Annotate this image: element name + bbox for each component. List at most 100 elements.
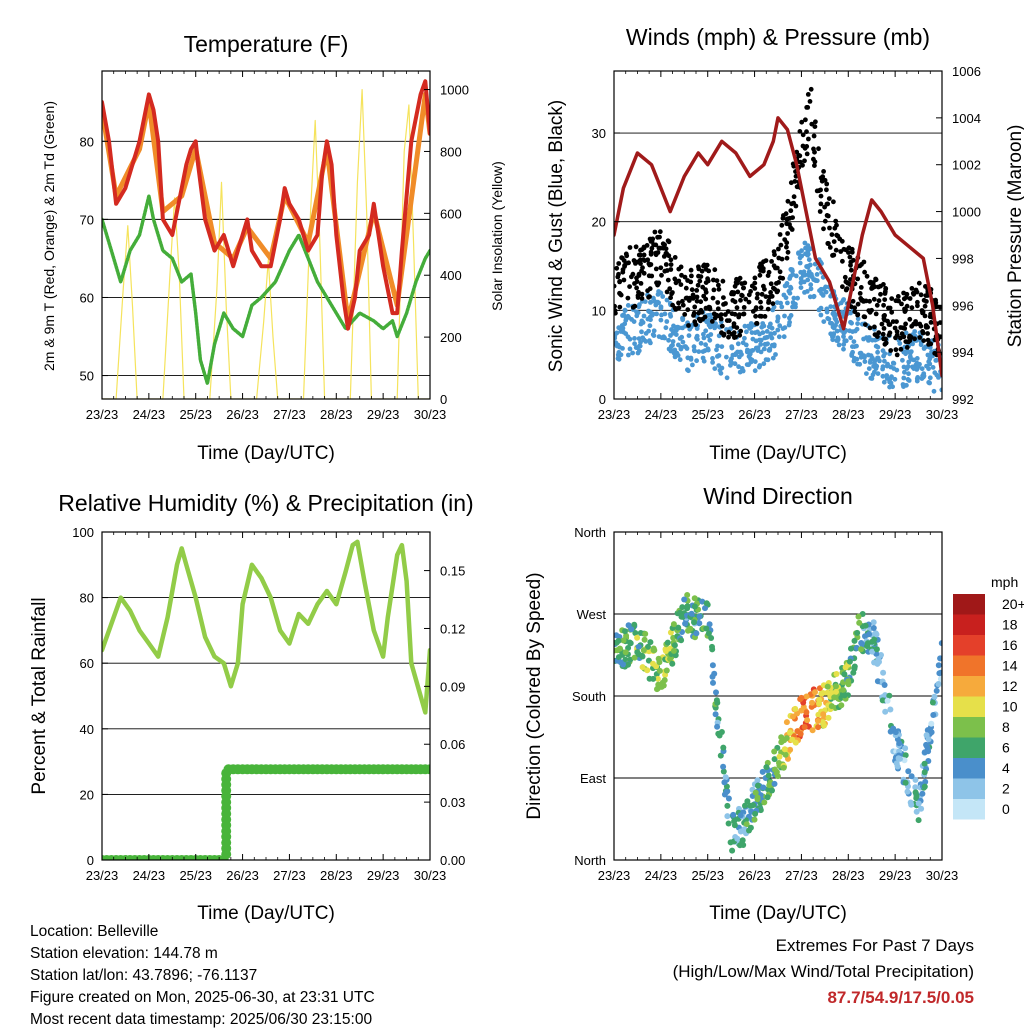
wind-point [783, 295, 789, 301]
wind-point [770, 307, 776, 313]
wind-point [759, 324, 765, 330]
wind-point [752, 368, 758, 374]
gust-point [639, 291, 645, 297]
gust-point [711, 277, 716, 283]
direction-point [928, 729, 935, 736]
humidity-x-tick-label: 29/23 [367, 868, 400, 883]
gust-point [876, 284, 881, 290]
wind-point [866, 366, 872, 371]
gust-point [662, 242, 667, 248]
direction-point [902, 779, 909, 786]
direction-point [859, 641, 866, 648]
gust-point [731, 321, 737, 327]
gust-point [630, 271, 636, 277]
gust-point [928, 341, 934, 347]
direction-point [845, 678, 852, 685]
gust-point [758, 305, 764, 311]
gust-point [657, 229, 663, 235]
gust-point [791, 194, 797, 200]
gust-point [779, 256, 785, 262]
humidity-y2-tick-label: 0.03 [440, 795, 465, 810]
legend-swatch [953, 655, 985, 676]
wind-point [802, 290, 807, 295]
direction-point [720, 768, 727, 775]
gust-point [673, 307, 679, 312]
gust-point [785, 249, 791, 255]
gust-point [712, 315, 718, 321]
direction-point [764, 794, 771, 801]
wind-point [637, 302, 642, 308]
direction-point [809, 699, 815, 706]
winds-x-tick-label: 25/23 [691, 407, 724, 422]
gust-point [881, 313, 887, 319]
wind-point [882, 358, 887, 364]
gust-point [706, 304, 712, 310]
wind-point [622, 307, 628, 313]
gust-point [894, 329, 900, 334]
legend-swatch [953, 696, 985, 717]
wind-point [638, 321, 644, 327]
gust-point [921, 338, 927, 343]
wind-point [897, 341, 903, 346]
wind-point [881, 379, 887, 385]
gust-point [754, 321, 760, 326]
temperature-ylabel-right: Solar Insolation (Yellow) [489, 161, 505, 311]
gust-point [635, 295, 641, 300]
gust-point [691, 310, 697, 316]
direction-point [739, 837, 746, 844]
wind-point [633, 345, 639, 350]
direction-point [631, 654, 638, 661]
humidity-x-tick-label: 23/23 [86, 868, 119, 883]
direction-point [723, 789, 730, 795]
humidity-x-tick-label: 26/23 [226, 868, 259, 883]
direction-point [679, 604, 686, 611]
gust-point [904, 345, 910, 350]
wind-point [926, 380, 932, 385]
direction-point [881, 682, 888, 688]
direction-point [769, 787, 775, 794]
gust-point [668, 262, 674, 267]
gust-point [890, 319, 896, 324]
gust-point [638, 281, 644, 286]
wind-point [667, 311, 673, 317]
legend-label: 10 [1002, 699, 1018, 715]
humidity-y-tick-label: 100 [72, 525, 94, 540]
wind-point [843, 338, 849, 344]
wind-point [836, 342, 842, 348]
wind-point [655, 299, 661, 305]
direction-point [641, 636, 648, 643]
wind-point [658, 304, 664, 310]
gust-point [867, 325, 873, 331]
wind-point [823, 284, 828, 290]
direction-point [776, 753, 783, 760]
temperature-y2-tick-label: 0 [440, 392, 447, 407]
gust-point [916, 280, 922, 286]
humidity-x-tick-label: 25/23 [179, 868, 212, 883]
wind-point [762, 335, 768, 341]
direction-point [866, 631, 873, 638]
gust-point [692, 319, 698, 325]
direction-point [778, 734, 785, 741]
wind-point [756, 364, 762, 370]
wind-point [672, 354, 678, 360]
direction-point [846, 658, 853, 665]
wind-point [850, 344, 855, 349]
gust-point [883, 336, 888, 342]
gust-point [822, 218, 828, 224]
gust-point [788, 225, 793, 231]
gust-point [658, 265, 664, 271]
gust-point [617, 304, 623, 310]
gust-point [878, 291, 883, 297]
wind-point [691, 347, 697, 353]
legend-label: 12 [1002, 678, 1018, 694]
gust-point [777, 232, 783, 237]
direction-point [890, 725, 897, 732]
direction-point [850, 669, 857, 676]
gust-point [721, 331, 727, 337]
direction-point [918, 805, 925, 812]
humidity-y2-tick-label: 0.00 [440, 853, 465, 868]
gust-point [824, 187, 829, 193]
wind-point [620, 346, 625, 351]
wind-point [724, 354, 729, 360]
direction-point [669, 660, 676, 667]
